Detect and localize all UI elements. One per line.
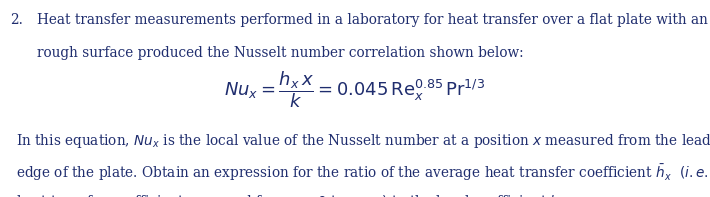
Text: rough surface produced the Nusselt number correlation shown below:: rough surface produced the Nusselt numbe… bbox=[37, 46, 523, 60]
Text: $Nu_x = \dfrac{h_x\, x}{k} = 0.045\,\mathrm{Re}_x^{0.85}\,\mathrm{Pr}^{1/3}$: $Nu_x = \dfrac{h_x\, x}{k} = 0.045\,\mat… bbox=[224, 69, 486, 110]
Text: In this equation, $Nu_x$ is the local value of the Nusselt number at a position : In this equation, $Nu_x$ is the local va… bbox=[16, 132, 710, 150]
Text: heat transfer coefficient averaged from $x = 0$ to $x = x)$ to the local coeffic: heat transfer coefficient averaged from … bbox=[16, 193, 569, 197]
Text: 2.: 2. bbox=[10, 13, 23, 27]
Text: edge of the plate. Obtain an expression for the ratio of the average heat transf: edge of the plate. Obtain an expression … bbox=[16, 163, 710, 183]
Text: Heat transfer measurements performed in a laboratory for heat transfer over a fl: Heat transfer measurements performed in … bbox=[37, 13, 710, 27]
